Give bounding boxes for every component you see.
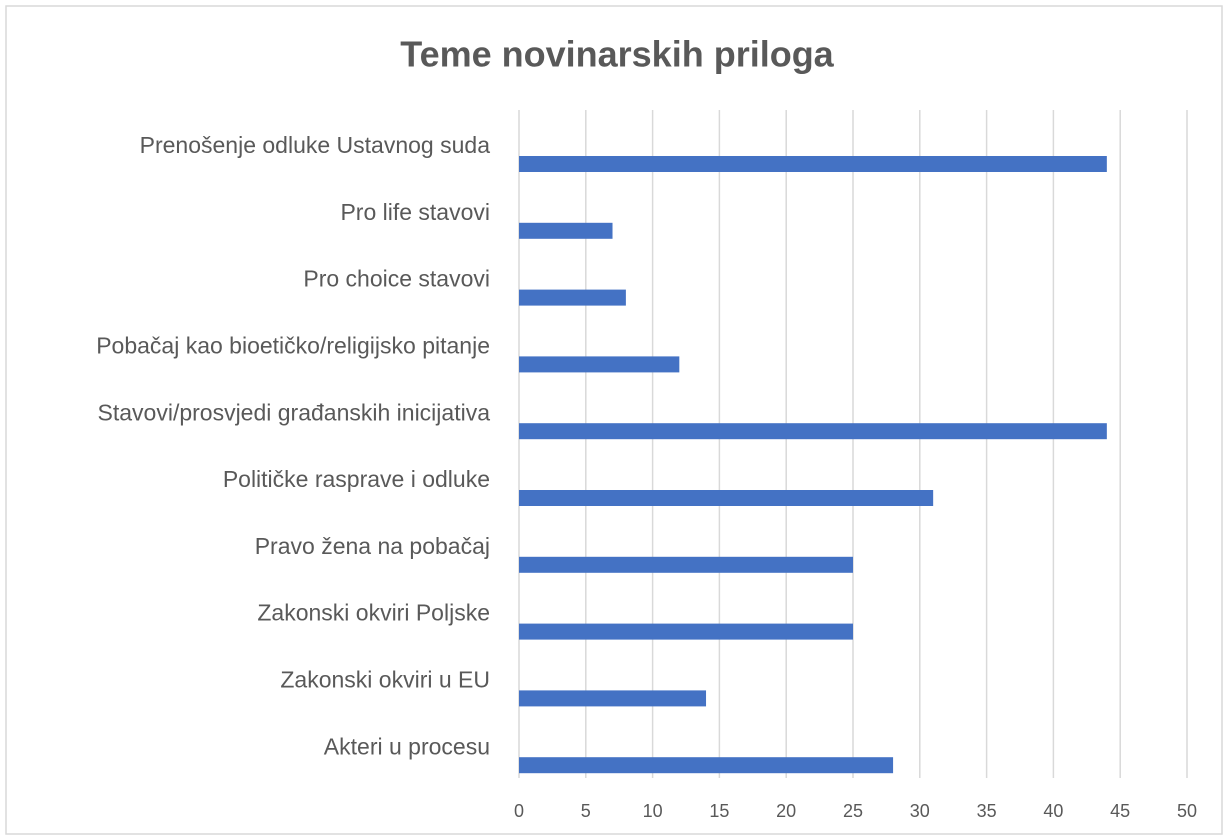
x-tick-label: 20: [776, 801, 796, 821]
bar: [519, 490, 934, 506]
x-tick-label: 0: [514, 801, 524, 821]
bar: [519, 356, 680, 373]
bar: [519, 690, 707, 707]
y-tick-label: Pobačaj kao bioetičko/religijsko pitanje: [96, 332, 490, 358]
x-tick-label: 10: [643, 801, 663, 821]
x-tick-label: 50: [1177, 801, 1197, 821]
y-tick-label: Zakonski okviri Poljske: [257, 600, 490, 626]
y-tick-label: Pravo žena na pobačaj: [255, 533, 490, 559]
chart-title: Teme novinarskih priloga: [400, 34, 834, 75]
bar: [519, 623, 853, 640]
bar: [519, 757, 894, 774]
y-tick-label: Zakonski okviri u EU: [280, 666, 490, 692]
x-tick-label: 40: [1043, 801, 1063, 821]
x-tick-label: 25: [843, 801, 863, 821]
bar: [519, 222, 613, 239]
y-tick-label: Akteri u procesu: [324, 733, 490, 759]
x-tick-label: 30: [910, 801, 930, 821]
y-tick-label: Prenošenje odluke Ustavnog suda: [140, 132, 491, 158]
x-tick-label: 45: [1110, 801, 1130, 821]
x-tick-label: 5: [581, 801, 591, 821]
bar: [519, 423, 1107, 440]
x-tick-label: 35: [977, 801, 997, 821]
y-tick-label: Pro choice stavovi: [303, 266, 490, 292]
x-tick-label: 15: [709, 801, 729, 821]
bar: [519, 289, 626, 306]
y-tick-label: Pro life stavovi: [340, 199, 490, 225]
y-tick-label: Političke rasprave i odluke: [223, 466, 490, 492]
bar: [519, 156, 1107, 172]
bar: [519, 556, 853, 573]
y-tick-label: Stavovi/prosvjedi građanskih inicijativa: [98, 399, 491, 425]
